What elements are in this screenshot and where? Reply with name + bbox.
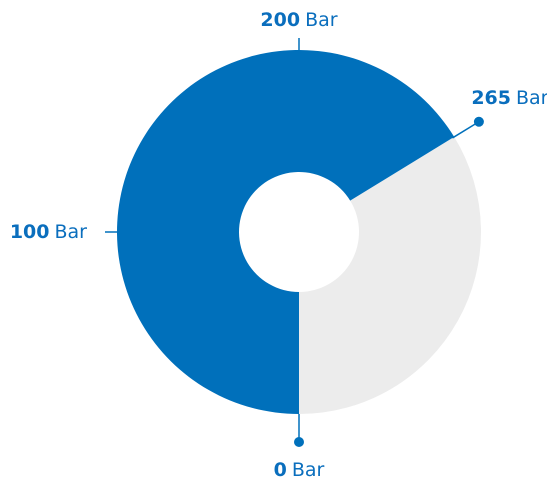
label-number: 100 — [10, 221, 50, 243]
value-label: 265 Bar — [471, 86, 547, 108]
label-unit: Bar — [516, 86, 547, 108]
tick-dot — [294, 437, 304, 447]
gauge-value — [117, 50, 455, 415]
value-marker-dot — [473, 116, 484, 127]
label-number: 265 — [471, 86, 511, 108]
label-unit: Bar — [292, 459, 325, 481]
label-number: 200 — [260, 9, 300, 31]
label-number: 0 — [274, 459, 287, 481]
gauge-label: 100 Bar — [10, 221, 87, 243]
label-unit: Bar — [55, 221, 88, 243]
value-marker-line — [452, 121, 480, 139]
gauge-label: 0 Bar — [274, 459, 325, 481]
gauge-track — [299, 136, 482, 414]
label-unit: Bar — [305, 9, 338, 31]
gauge-label: 200 Bar — [260, 9, 337, 31]
